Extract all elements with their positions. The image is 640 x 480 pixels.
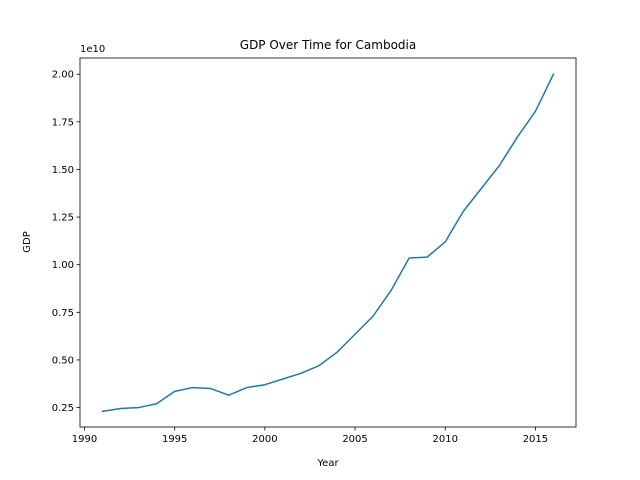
- axes-frame: [79, 57, 577, 428]
- y-axis-offset-label: 1e10: [80, 44, 105, 55]
- x-tick-label-2010: 2010: [433, 434, 458, 445]
- y-tick-label-5: 1.50: [52, 165, 74, 176]
- x-tick-label-1995: 1995: [162, 434, 187, 445]
- y-tick-label-0: 0.25: [52, 403, 74, 414]
- y-tick-label-2: 0.75: [52, 308, 74, 319]
- series-line-0: [101, 73, 555, 413]
- y-tick-label-7: 2.00: [52, 70, 74, 81]
- x-axis-label: Year: [316, 458, 339, 469]
- plot-area: 1990 1995 2000 2005 2010 2015 0.25 0.50 0.75 1.00…: [52, 57, 577, 445]
- y-tick-label-4: 1.25: [52, 213, 74, 224]
- y-tick-label-3: 1.00: [52, 260, 74, 271]
- x-tick-label-2015: 2015: [523, 434, 548, 445]
- x-tick-label-2000: 2000: [252, 434, 277, 445]
- chart-title: GDP Over Time for Cambodia: [240, 38, 416, 52]
- y-tick-label-1: 0.50: [52, 355, 74, 366]
- y-tick-label-6: 1.75: [52, 117, 74, 128]
- y-axis-label: GDP: [22, 231, 33, 252]
- x-tick-label-2005: 2005: [342, 434, 367, 445]
- x-tick-label-1990: 1990: [72, 434, 97, 445]
